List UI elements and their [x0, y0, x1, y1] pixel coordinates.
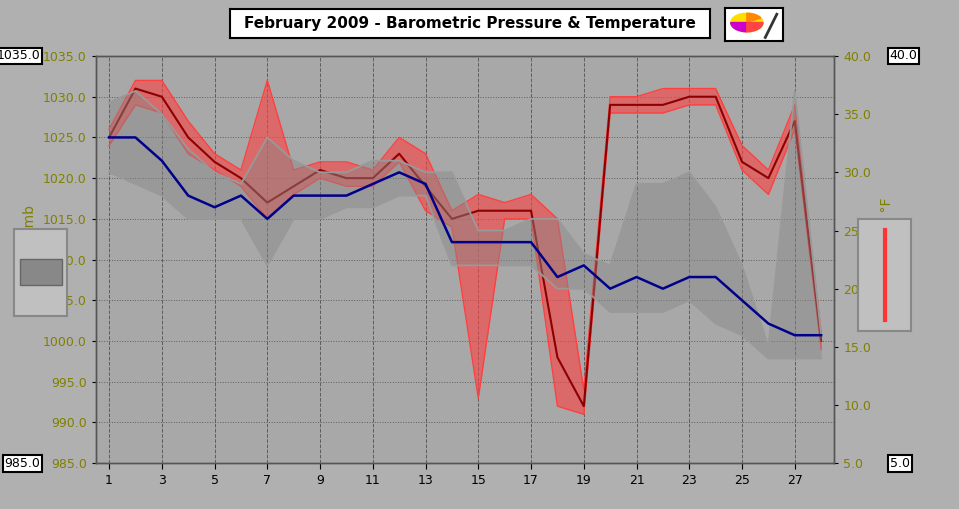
Circle shape	[731, 13, 763, 32]
Wedge shape	[747, 13, 760, 22]
Text: 5.0: 5.0	[890, 457, 910, 470]
Text: 1035.0: 1035.0	[0, 49, 40, 63]
Wedge shape	[747, 22, 763, 32]
Text: 40.0: 40.0	[890, 49, 918, 63]
Y-axis label: Outside Temp - °F: Outside Temp - °F	[879, 198, 894, 321]
Text: 985.0: 985.0	[5, 457, 40, 470]
Text: February 2009 - Barometric Pressure & Temperature: February 2009 - Barometric Pressure & Te…	[244, 16, 696, 31]
Y-axis label: Barometer - mb: Barometer - mb	[23, 205, 37, 315]
Wedge shape	[731, 22, 747, 32]
Bar	[19, 259, 62, 285]
